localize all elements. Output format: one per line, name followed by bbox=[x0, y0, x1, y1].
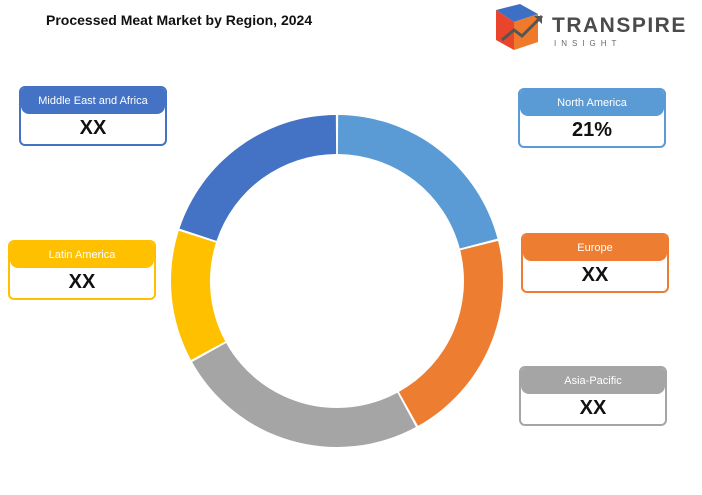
donut-slice-middle-east-and-africa bbox=[179, 115, 337, 241]
donut-slice-europe bbox=[398, 240, 504, 426]
callout-asia-pacific: Asia-Pacific XX bbox=[519, 366, 667, 426]
callout-middle-east-and-africa: Middle East and Africa XX bbox=[19, 86, 167, 146]
logo-wordmark: TRANSPIRE bbox=[552, 14, 687, 37]
callout-north-america: North America 21% bbox=[518, 88, 666, 148]
donut-slice-asia-pacific bbox=[192, 342, 416, 447]
callout-value: 21% bbox=[571, 119, 613, 141]
logo-mark-icon bbox=[496, 4, 544, 50]
callout-label: Europe bbox=[523, 235, 667, 261]
transpire-insight-logo: TRANSPIRE INSIGHT bbox=[490, 0, 685, 58]
callout-value: XX bbox=[581, 264, 609, 286]
callout-label: North America bbox=[520, 90, 664, 116]
donut-slice-north-america bbox=[337, 115, 498, 249]
callout-label: Middle East and Africa bbox=[21, 88, 165, 114]
callout-value: XX bbox=[79, 117, 107, 139]
callout-value: XX bbox=[579, 397, 607, 419]
donut-slice-latin-america bbox=[171, 230, 226, 360]
callout-latin-america: Latin America XX bbox=[8, 240, 156, 300]
callout-value: XX bbox=[68, 271, 96, 293]
logo-subtitle: INSIGHT bbox=[554, 39, 622, 48]
callout-label: Asia-Pacific bbox=[521, 368, 665, 394]
callout-europe: Europe XX bbox=[521, 233, 669, 293]
callout-label: Latin America bbox=[10, 242, 154, 268]
chart-title: Processed Meat Market by Region, 2024 bbox=[46, 12, 313, 28]
